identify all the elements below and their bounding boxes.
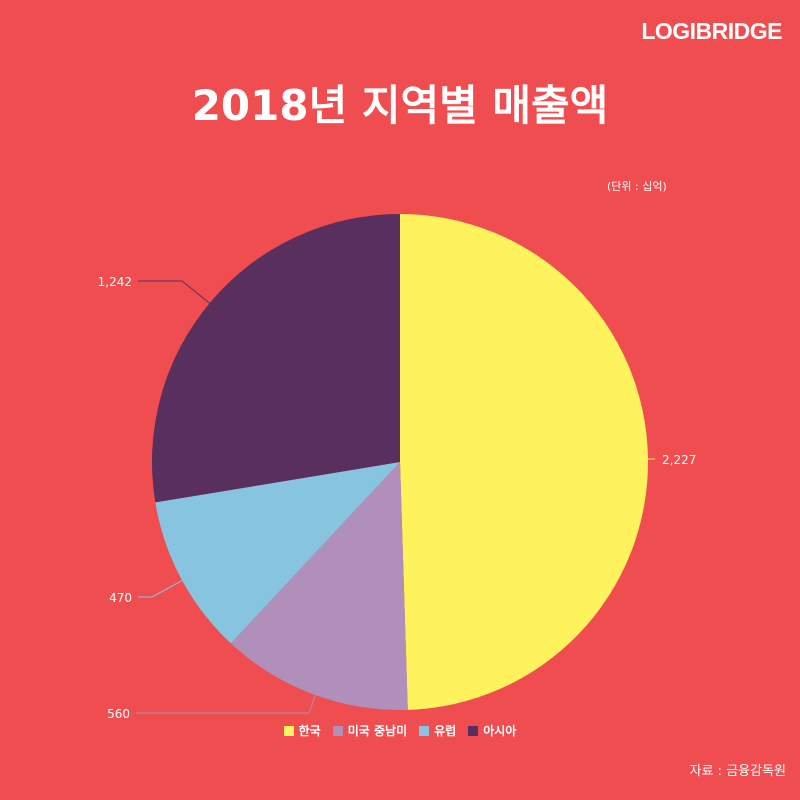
legend-swatch [283,725,294,736]
legend-item-korea: 한국 [283,722,321,739]
slice-europe [155,462,400,644]
data-label: 470 [109,591,132,605]
unit-note: (단위 : 십억) [607,180,667,193]
legend-label: 미국 중남미 [347,724,408,738]
data-label: 1,242 [98,275,132,289]
leader-line [136,656,330,714]
legend-item-americas: 미국 중남미 [332,722,408,739]
legend-swatch [332,725,343,736]
legend-item-asia: 아시아 [468,722,516,739]
legend-item-europe: 유럽 [419,722,456,739]
legend-label: 유럽 [434,724,457,738]
leader-line [138,560,219,598]
slice-asia [151,213,400,503]
legend-swatch [419,725,430,736]
legend-swatch [468,725,479,736]
chart-legend: 한국 미국 중남미 유럽 아시아 [0,722,800,739]
data-label: 2,227 [662,453,696,467]
brand-logo: LOGIBRIDGE [641,18,782,44]
leader-line [138,280,244,331]
chart-title: 2018년 지역별 매출액 [191,81,609,130]
source-note: 자료 : 금융감독원 [689,764,786,779]
data-label: 560 [107,707,130,721]
legend-label: 아시아 [483,724,517,738]
slice-korea [400,214,648,710]
legend-label: 한국 [298,724,321,738]
slice-americas [230,462,408,710]
